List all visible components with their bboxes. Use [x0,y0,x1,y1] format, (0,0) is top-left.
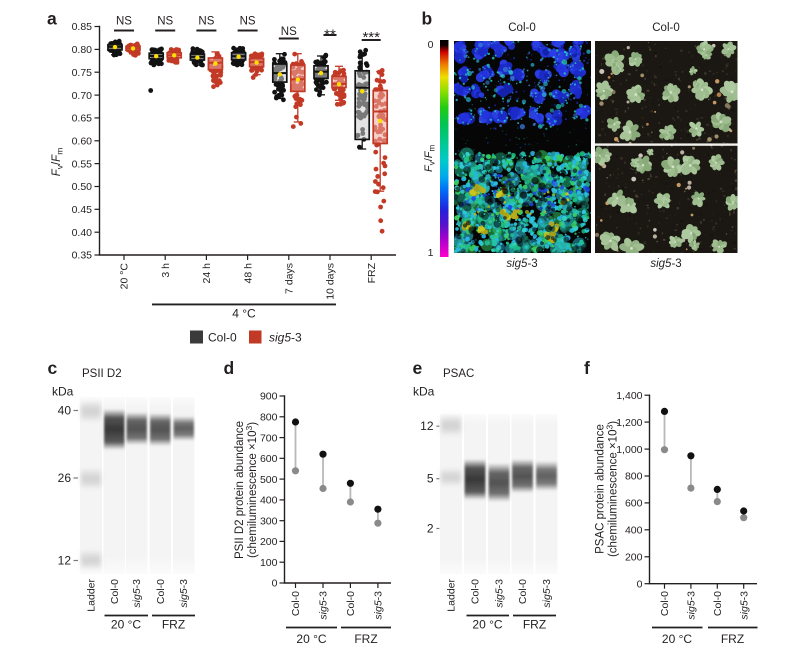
svg-text:kDa: kDa [413,385,435,399]
svg-text:b: b [422,9,433,29]
svg-text:0: 0 [428,39,434,51]
svg-text:PSAC: PSAC [443,368,474,380]
svg-text:FRZ: FRZ [366,262,378,283]
svg-text:Col-0: Col-0 [109,579,121,604]
svg-text:7 days: 7 days [284,263,296,294]
svg-text:sig5-3: sig5-3 [131,579,143,608]
svg-text:sig5-3: sig5-3 [650,258,681,270]
svg-text:c: c [48,358,58,378]
svg-text:sig5-3: sig5-3 [318,591,330,620]
svg-text:Col-0: Col-0 [470,579,482,604]
svg-text:0.80: 0.80 [72,44,93,56]
svg-text:PSII D2: PSII D2 [82,368,122,380]
svg-text:10 days: 10 days [325,263,337,300]
svg-text:0: 0 [272,578,278,590]
svg-text:***: *** [362,29,380,46]
svg-text:Col-0: Col-0 [652,22,679,34]
svg-text:600: 600 [625,498,643,510]
svg-text:Col-0: Col-0 [508,22,535,34]
svg-text:2: 2 [427,521,434,535]
svg-text:200: 200 [260,536,278,548]
svg-text:0.45: 0.45 [72,204,93,216]
svg-text:1,200: 1,200 [616,417,642,429]
svg-text:600: 600 [260,453,278,465]
svg-text:0.35: 0.35 [72,250,93,262]
svg-text:Col-0: Col-0 [712,591,724,616]
svg-text:48 h: 48 h [242,263,254,284]
svg-text:Col-0: Col-0 [659,591,671,616]
svg-text:0.75: 0.75 [72,67,93,79]
svg-text:20 °C: 20 °C [111,618,141,632]
svg-text:sig5-3: sig5-3 [178,579,190,608]
svg-text:sig5-3: sig5-3 [506,258,537,270]
svg-text:e: e [413,358,423,378]
svg-text:100: 100 [260,557,278,569]
svg-text:Ladder: Ladder [446,579,458,612]
svg-text:NS: NS [157,16,173,28]
svg-text:FRZ: FRZ [354,632,377,646]
svg-text:Col-0: Col-0 [517,579,529,604]
svg-text:NS: NS [240,16,256,28]
svg-text:1: 1 [428,247,434,259]
svg-text:20 °C: 20 °C [472,618,502,632]
svg-text:5: 5 [427,472,434,486]
svg-text:20 °C: 20 °C [296,632,326,646]
svg-text:kDa: kDa [52,385,74,399]
svg-text:sig5-3: sig5-3 [686,591,698,620]
svg-text:Col-0: Col-0 [290,591,302,616]
svg-text:1,000: 1,000 [616,444,642,456]
svg-text:800: 800 [260,412,278,424]
svg-text:PSAC protein abundance: PSAC protein abundance [595,424,607,554]
svg-text:0.40: 0.40 [72,227,93,239]
svg-text:0.50: 0.50 [72,181,93,193]
svg-text:f: f [584,358,590,378]
svg-text:sig5-3: sig5-3 [541,579,553,608]
svg-text:12: 12 [420,419,434,433]
svg-text:Ladder: Ladder [86,579,98,612]
svg-text:20 °C: 20 °C [119,263,131,290]
svg-text:NS: NS [116,16,132,28]
svg-text:4 °C: 4 °C [232,307,256,321]
svg-text:40: 40 [58,403,72,417]
svg-text:900: 900 [260,391,278,403]
svg-text:sig5-3: sig5-3 [269,331,302,345]
svg-text:NS: NS [198,16,214,28]
svg-text:PSII D2 protein abundance: PSII D2 protein abundance [234,421,246,559]
svg-text:3 h: 3 h [160,263,172,278]
svg-text:200: 200 [625,552,643,564]
svg-text:24 h: 24 h [201,263,213,284]
svg-text:400: 400 [625,525,643,537]
svg-text:26: 26 [58,471,72,485]
svg-text:NS: NS [281,26,297,38]
svg-text:Fv/Fm: Fv/Fm [423,144,437,172]
svg-text:0: 0 [637,578,643,590]
svg-text:700: 700 [260,432,278,444]
svg-text:400: 400 [260,495,278,507]
svg-text:800: 800 [625,471,643,483]
svg-text:Col-0: Col-0 [345,591,357,616]
svg-text:0.55: 0.55 [72,158,93,170]
svg-text:0.85: 0.85 [72,21,93,33]
svg-text:(chemiluminescence ×103): (chemiluminescence ×103) [244,422,259,558]
svg-text:FRZ: FRZ [523,618,546,632]
svg-text:12: 12 [58,553,72,567]
svg-text:0.65: 0.65 [72,113,93,125]
svg-text:FRZ: FRZ [721,632,744,646]
svg-text:1,400: 1,400 [616,390,642,402]
svg-text:sig5-3: sig5-3 [738,591,750,620]
svg-text:500: 500 [260,474,278,486]
svg-text:(chemiluminescence ×103): (chemiluminescence ×103) [605,421,620,557]
svg-text:d: d [224,358,235,378]
svg-text:20 °C: 20 °C [662,632,692,646]
svg-text:sig5-3: sig5-3 [494,579,506,608]
svg-text:0.60: 0.60 [72,135,93,147]
svg-text:Col-0: Col-0 [208,331,237,345]
svg-text:300: 300 [260,515,278,527]
svg-text:FRZ: FRZ [162,618,185,632]
svg-text:Fv/Fm: Fv/Fm [51,148,65,177]
svg-text:0.70: 0.70 [72,90,93,102]
svg-text:Col-0: Col-0 [155,579,167,604]
svg-text:a: a [47,9,57,29]
svg-text:sig5-3: sig5-3 [373,591,385,620]
